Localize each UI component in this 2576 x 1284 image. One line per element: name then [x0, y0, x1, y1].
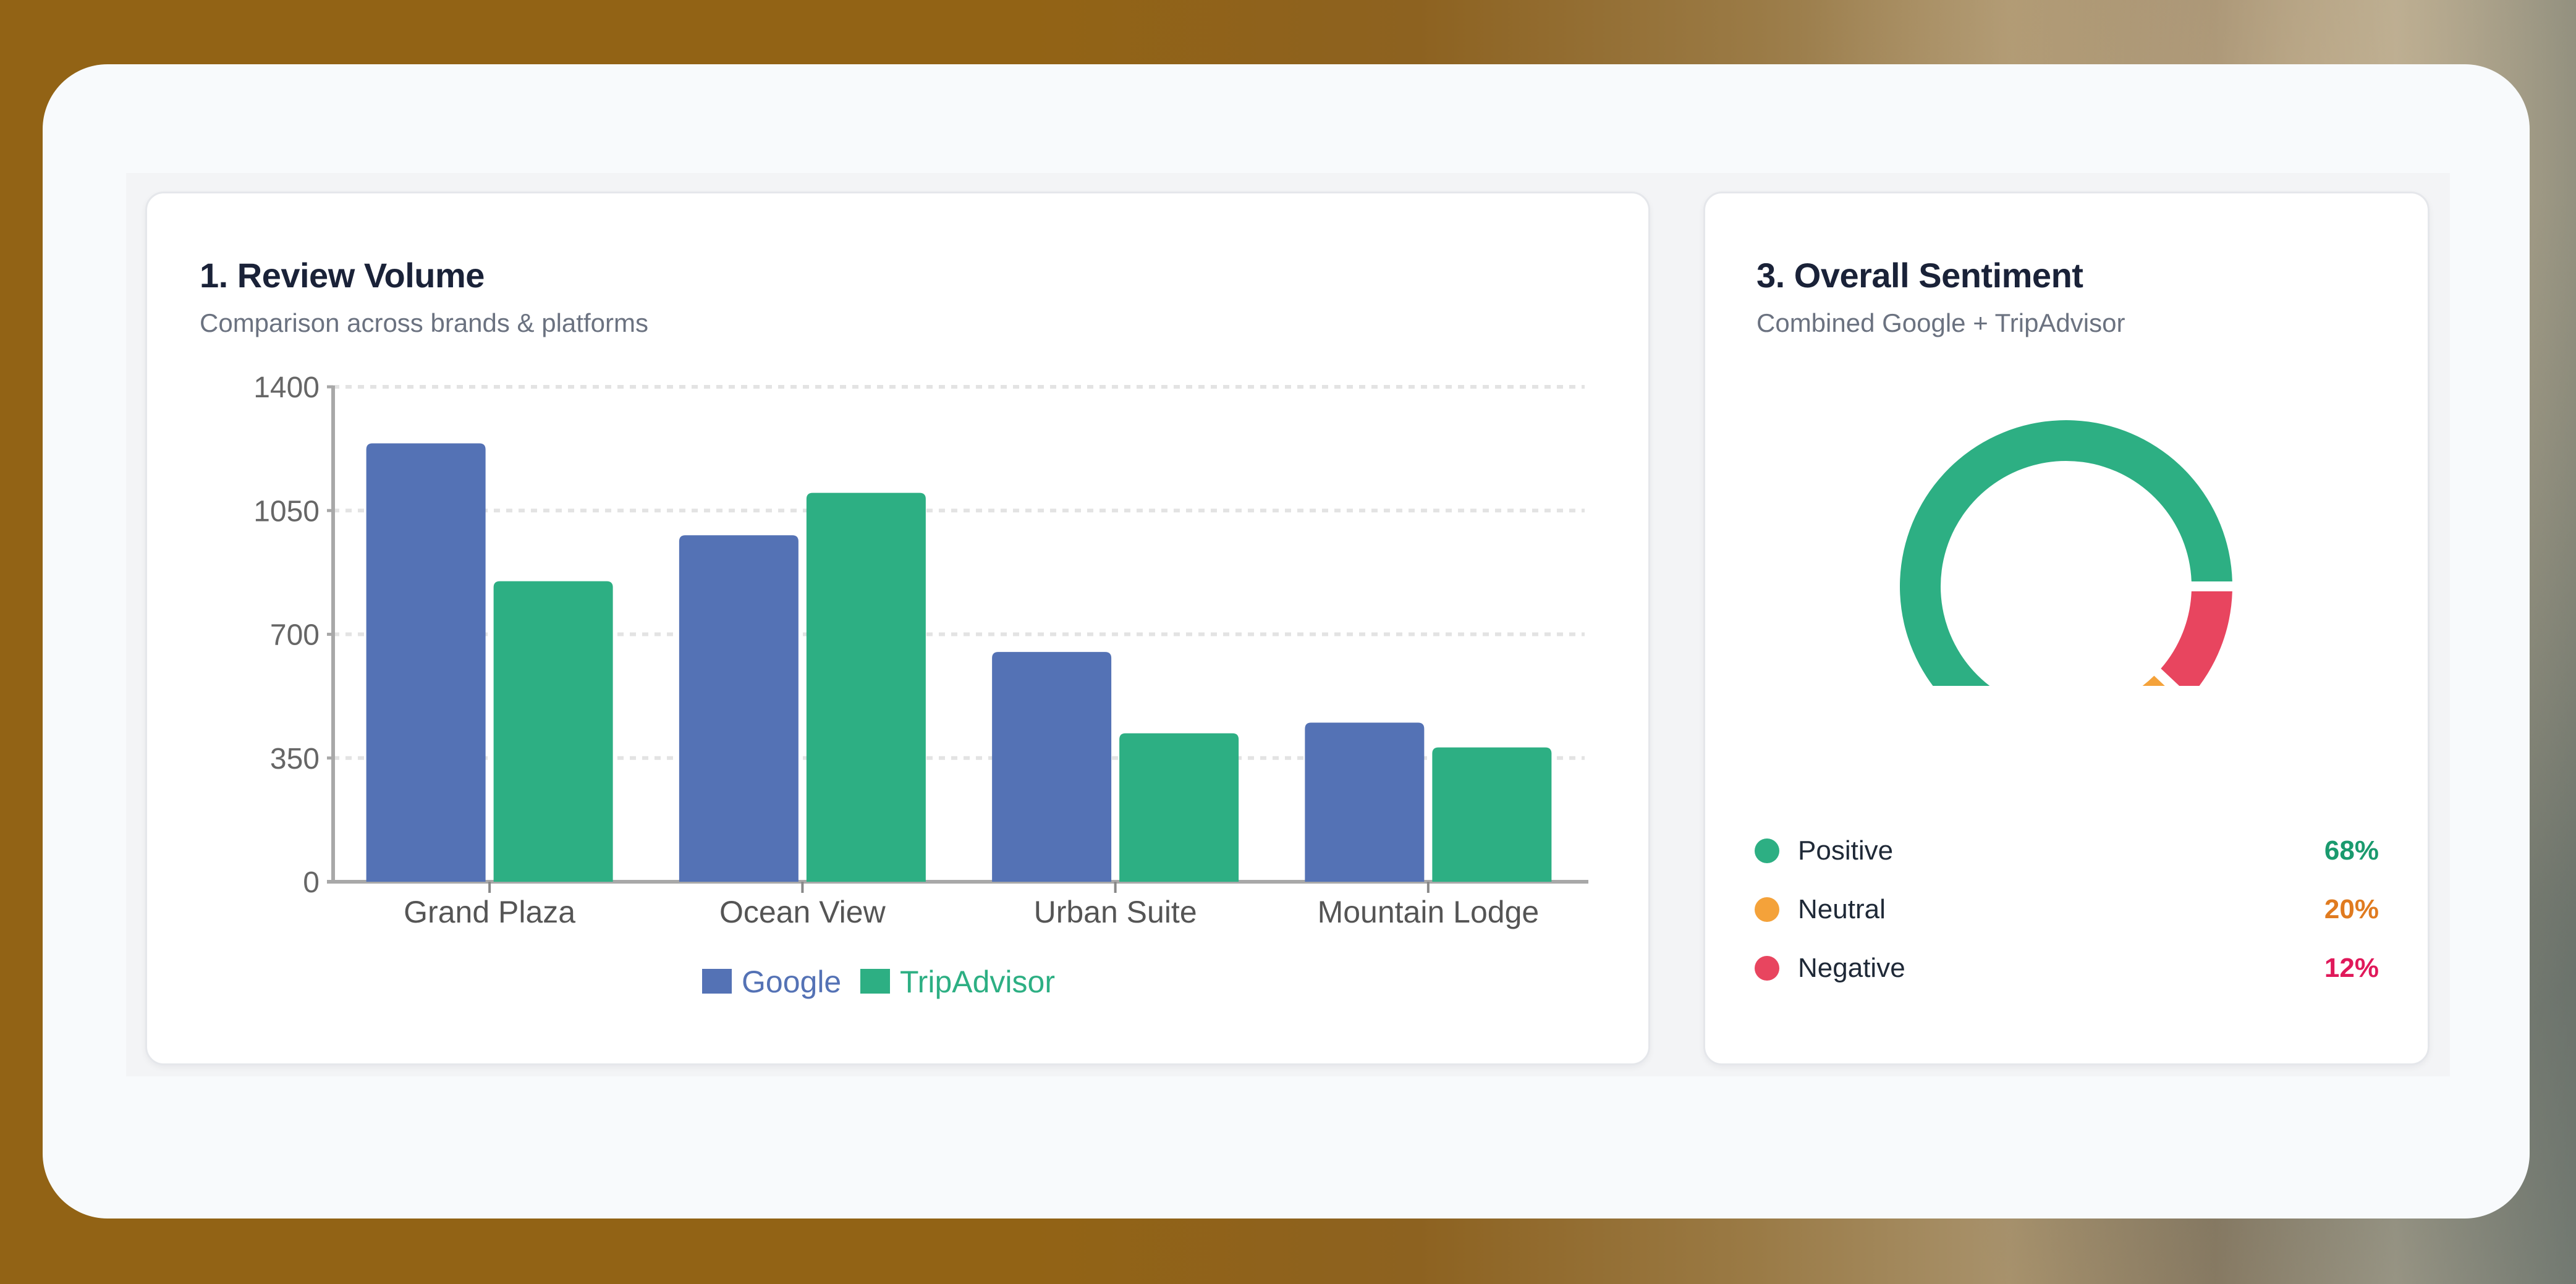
sentiment-legend-negative: Negative 12%	[1755, 950, 2379, 987]
y-tick-label: 350	[270, 743, 320, 775]
x-tick-label: Mountain Lodge	[1318, 895, 1540, 929]
positive-dot-icon	[1755, 838, 1779, 863]
legend-label: Positive	[1798, 835, 1894, 866]
y-tick-label: 1400	[253, 371, 320, 404]
review-volume-bar-chart: 0 350 700 1050 1400 Grand Plaza Ocean View Urba…	[253, 371, 1588, 999]
neutral-dot-icon	[1755, 897, 1779, 922]
sentiment-legend-neutral: Neutral 20%	[1755, 891, 2379, 928]
x-tick-label: Grand Plaza	[404, 895, 575, 929]
bar-google-ocean-view	[679, 535, 799, 882]
negative-dot-icon	[1755, 956, 1779, 981]
overall-sentiment-card: 3. Overall Sentiment Combined Google + T…	[1703, 192, 2430, 1065]
donut-slice-positive	[1900, 420, 2232, 686]
bar-google-urban-suite	[992, 652, 1112, 882]
bar-tripadvisor-mountain-lodge	[1432, 747, 1552, 882]
card-title: 3. Overall Sentiment	[1756, 256, 2083, 295]
bar-tripadvisor-urban-suite	[1119, 733, 1239, 882]
legend-value: 12%	[2324, 953, 2379, 983]
bar-tripadvisor-ocean-view	[806, 492, 926, 882]
card-subtitle: Combined Google + TripAdvisor	[1756, 308, 2125, 337]
legend-value: 68%	[2324, 835, 2379, 866]
donut-slice-negative	[2161, 591, 2232, 686]
donut-slice-neutral	[2142, 675, 2165, 686]
google-legend-label: Google	[742, 965, 841, 999]
card-subtitle: Comparison across brands & platforms	[200, 308, 648, 337]
google-legend-swatch-icon	[702, 969, 732, 994]
bar-google-grand-plaza	[366, 443, 486, 882]
x-tick-label: Ocean View	[719, 895, 886, 929]
bar-tripadvisor-grand-plaza	[493, 581, 613, 882]
y-tick-label: 700	[270, 619, 320, 652]
review-volume-card: 1. Review Volume Comparison across brand…	[145, 192, 1650, 1065]
legend-label: Negative	[1798, 953, 1905, 983]
y-tick-label: 0	[303, 866, 320, 899]
card-title: 1. Review Volume	[200, 256, 485, 295]
x-tick-label: Urban Suite	[1034, 895, 1197, 929]
sentiment-legend-positive: Positive 68%	[1755, 832, 2379, 869]
bar-google-mountain-lodge	[1305, 722, 1425, 882]
y-tick-label: 1050	[253, 495, 320, 528]
legend-label: Neutral	[1798, 894, 1886, 924]
legend-value: 20%	[2324, 894, 2379, 924]
tripadvisor-legend-swatch-icon	[860, 969, 890, 994]
sentiment-donut-chart	[1900, 420, 2232, 686]
tripadvisor-legend-label: TripAdvisor	[900, 965, 1055, 999]
